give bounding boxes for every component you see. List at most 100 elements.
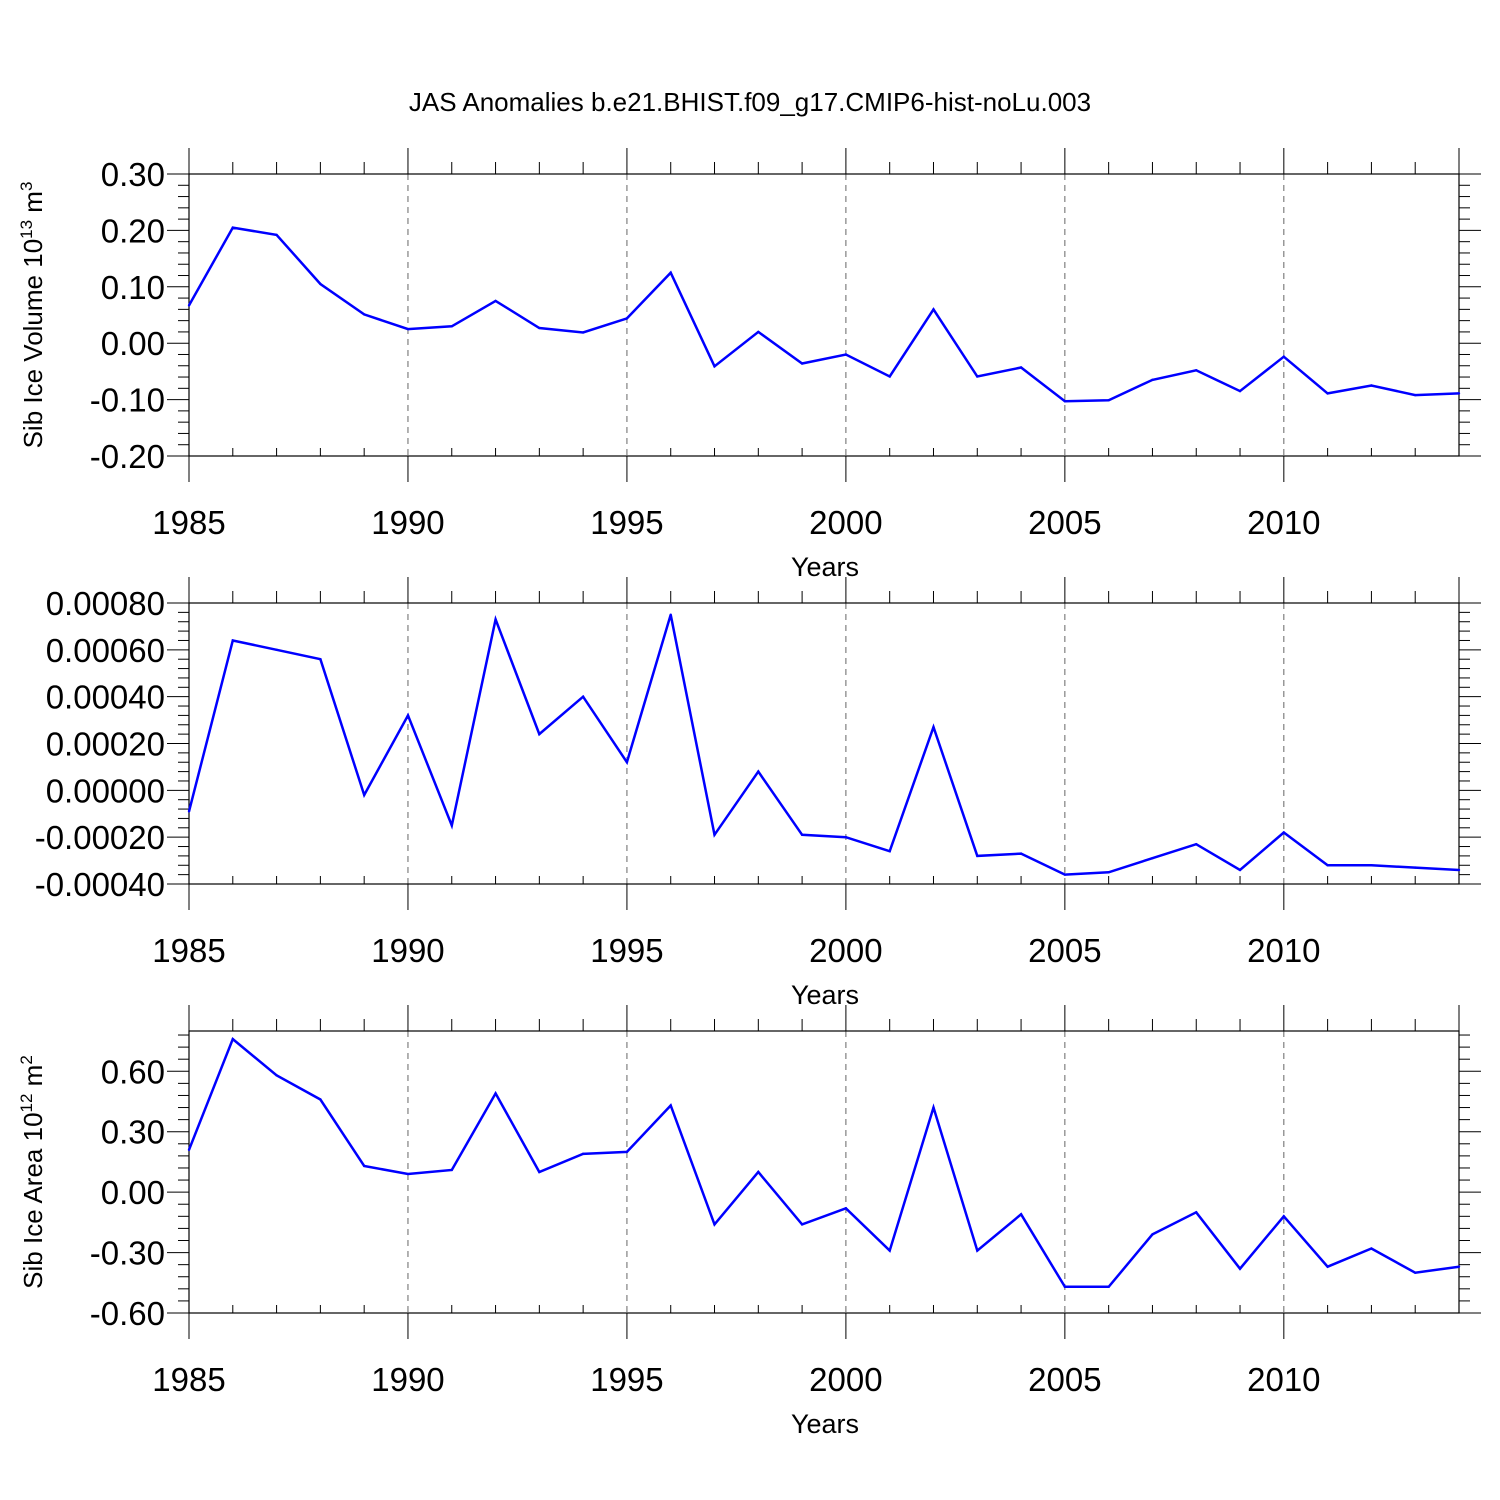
plot-frame [188, 173, 1460, 457]
panel-2: 1985 1990 1995 2000 2005 2010 Years 0.00080 0.00… [35, 577, 1481, 1010]
data-point [450, 824, 453, 827]
data-point [319, 1098, 322, 1101]
data-point [713, 833, 716, 837]
x-tick-label: 2000 [809, 504, 882, 541]
x-tick-label: 2005 [1028, 932, 1101, 969]
data-point [494, 1092, 497, 1095]
y-tick-label: 0.00 [101, 1174, 165, 1211]
data-point [844, 353, 848, 356]
x-tick-label: 2010 [1247, 504, 1320, 541]
y-tick-label: 0.10 [101, 269, 165, 306]
data-point [319, 658, 322, 661]
data-point [362, 1164, 366, 1168]
x-tick-label: 2005 [1028, 504, 1101, 541]
data-point [1195, 369, 1198, 372]
x-tick-label: 2000 [809, 1361, 882, 1398]
data-point [888, 850, 891, 853]
data-point [976, 1249, 979, 1252]
data-point [1195, 842, 1198, 846]
data-point [1151, 378, 1154, 382]
data-point [319, 282, 322, 286]
data-point [538, 1170, 541, 1174]
y-tick-label: -0.60 [90, 1295, 165, 1332]
plot-frame [188, 602, 1460, 885]
data-point [800, 362, 804, 365]
data-point [187, 810, 191, 813]
plot-frame [188, 1030, 1460, 1314]
data-point [275, 648, 278, 652]
data-point [1238, 1267, 1242, 1270]
x-tick-label: 1990 [371, 1361, 444, 1398]
data-point [1370, 384, 1373, 387]
y-tick-label: 0.20 [101, 212, 165, 249]
y-axis-title: Sib Ice Volume 1013 m3 [17, 182, 48, 449]
x-axis-title: Years [791, 1409, 859, 1439]
data-point [1282, 1215, 1286, 1218]
data-point [976, 854, 979, 858]
data-point [1414, 393, 1417, 397]
x-tick-label: 1985 [152, 504, 225, 541]
data-series-line [187, 614, 1460, 876]
data-point [494, 299, 497, 303]
data-point [231, 1037, 234, 1041]
data-point [1063, 400, 1067, 403]
y-tick-label: 0.00 [101, 325, 165, 362]
data-series-line [187, 1037, 1460, 1289]
data-point [187, 1148, 191, 1152]
data-point [888, 1249, 891, 1252]
data-point [1457, 868, 1461, 872]
data-point [757, 330, 760, 334]
data-point [1326, 864, 1329, 867]
data-point [1282, 355, 1286, 358]
y-tick-label: -0.20 [90, 438, 165, 475]
data-point [1370, 1247, 1373, 1250]
x-axis-title: Years [791, 552, 859, 582]
data-point [1019, 1213, 1023, 1216]
y-tick-label: 0.00000 [46, 772, 165, 809]
y-axis-title: Sib Ice Area 1012 m2 [17, 1055, 48, 1289]
data-point [713, 365, 716, 368]
data-point [669, 1104, 672, 1107]
x-tick-label: 2000 [809, 932, 882, 969]
data-point [888, 375, 891, 378]
y-tick-label: 0.00060 [46, 632, 165, 669]
data-point [932, 725, 935, 729]
data-point [1326, 392, 1329, 395]
data-point [1151, 857, 1154, 860]
data-point [1107, 871, 1110, 874]
data-point [450, 325, 453, 328]
x-tick-label: 2010 [1247, 932, 1320, 969]
data-point [1238, 868, 1242, 872]
data-point [1326, 1265, 1329, 1268]
data-point [625, 761, 629, 764]
data-point [757, 1170, 760, 1174]
data-point [669, 613, 672, 616]
panel-1: 1985 1990 1995 2000 2005 2010 Years 0.30 0.20 0.1… [17, 148, 1481, 582]
x-tick-label: 2005 [1028, 1361, 1101, 1398]
data-point [932, 308, 935, 311]
x-tick-label: 1985 [152, 1361, 225, 1398]
figure-title: JAS Anomalies b.e21.BHIST.f09_g17.CMIP6-… [409, 87, 1091, 117]
x-tick-label: 2010 [1247, 1361, 1320, 1398]
data-point [1414, 1271, 1417, 1274]
panels: 1985 1990 1995 2000 2005 2010 Years 0.30 0.20 0.1… [17, 148, 1481, 1439]
data-point [406, 714, 410, 717]
data-point [669, 271, 672, 274]
data-point [1195, 1211, 1198, 1214]
data-point [625, 1150, 629, 1154]
data-point [932, 1106, 935, 1109]
data-point [362, 793, 366, 797]
panel-3: 1985 1990 1995 2000 2005 2010 Years 0.60 0.30 0.0… [17, 1005, 1481, 1439]
x-tick-label: 1995 [590, 1361, 663, 1398]
data-point [1238, 389, 1242, 393]
data-point [450, 1168, 453, 1172]
y-tick-label: 0.30 [101, 1114, 165, 1151]
data-point [625, 317, 629, 320]
data-point [1107, 398, 1110, 402]
data-point [1019, 366, 1023, 369]
data-point [538, 732, 541, 736]
data-point [1457, 392, 1461, 395]
data-point [1019, 852, 1023, 855]
data-point [406, 327, 410, 331]
x-tick-label: 1990 [371, 504, 444, 541]
